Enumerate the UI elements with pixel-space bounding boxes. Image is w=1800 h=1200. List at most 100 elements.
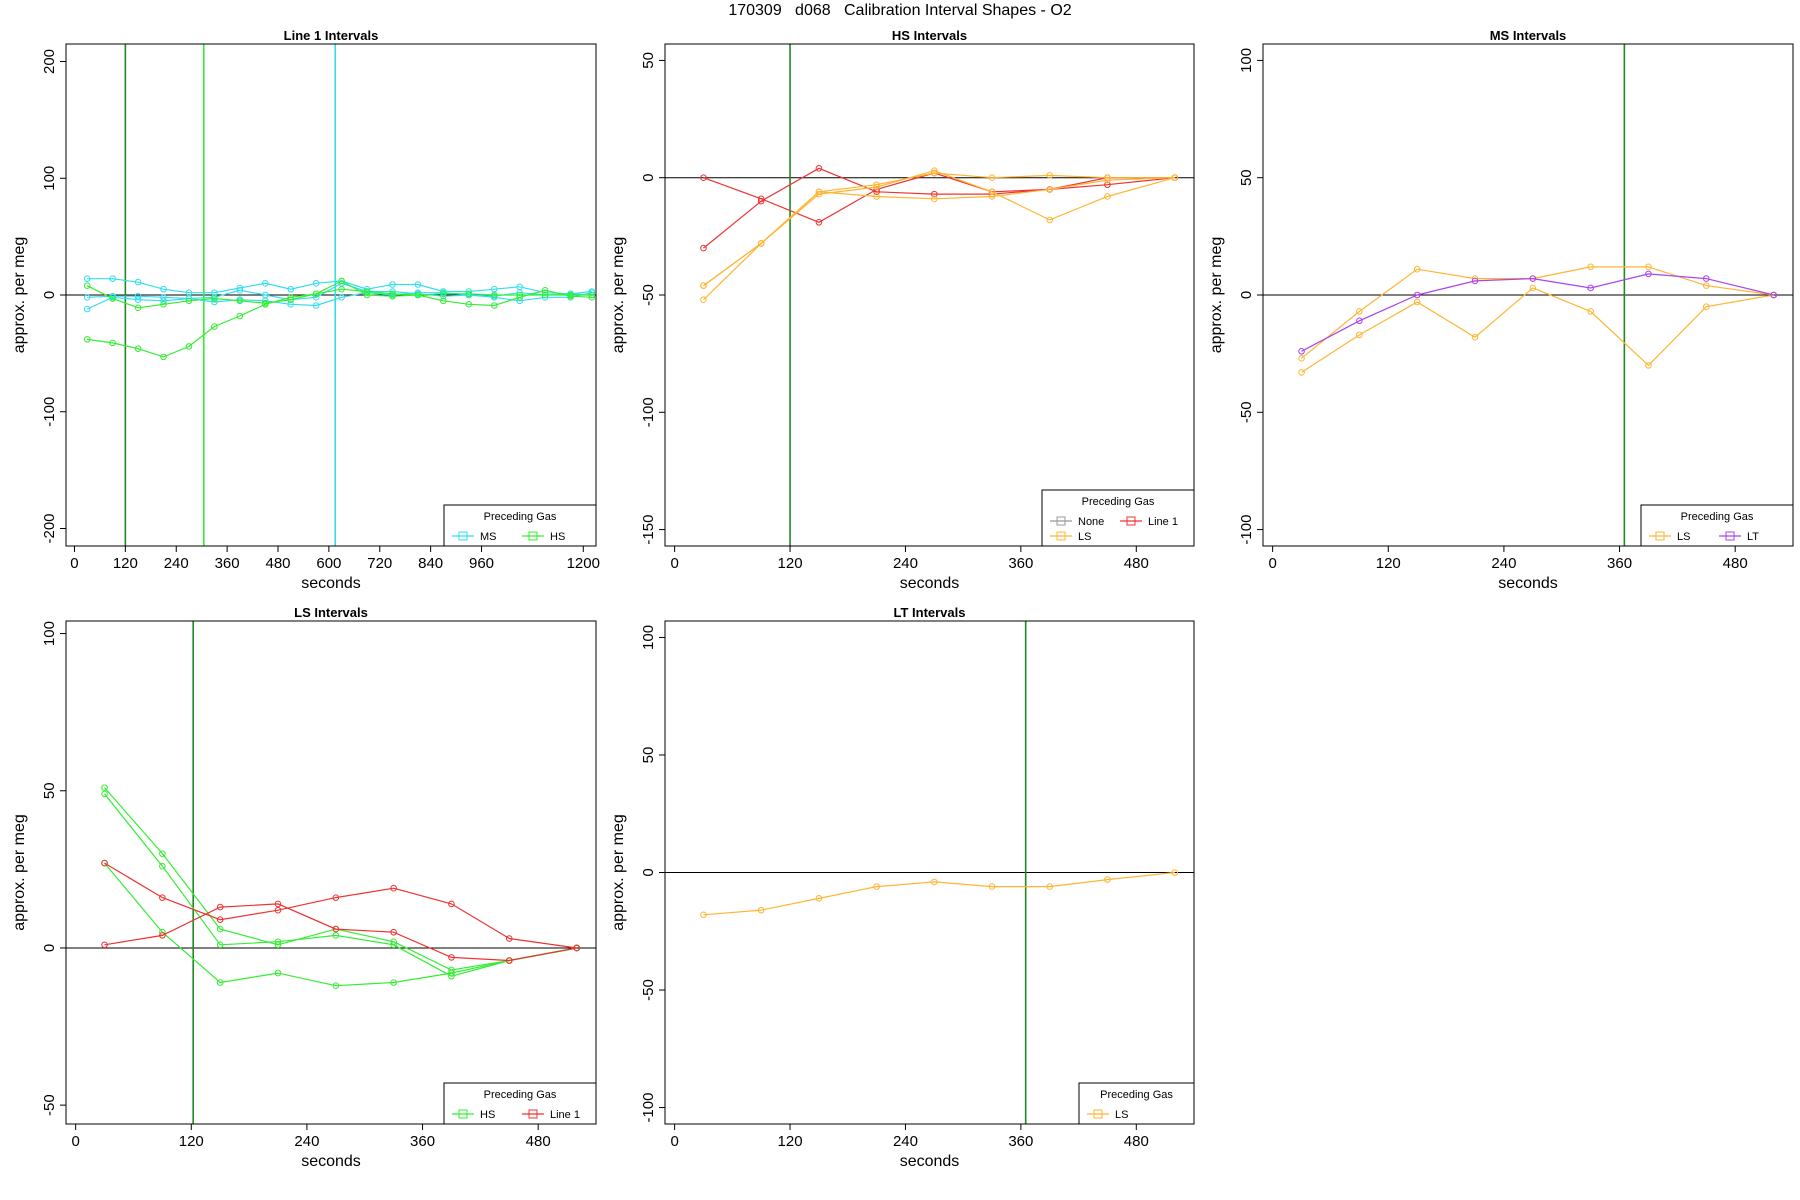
data-point [988, 883, 996, 890]
data-point [1702, 275, 1710, 282]
data-point [261, 280, 269, 287]
data-point [261, 291, 269, 299]
series-line-ls [703, 170, 1175, 301]
y-axis-label: approx. per meg [610, 237, 627, 354]
data-point [1356, 317, 1363, 325]
x-tick-label: 480 [265, 555, 290, 572]
x-tick-label: 360 [1008, 555, 1033, 572]
data-point [134, 345, 142, 353]
data-point [1046, 172, 1054, 179]
data-point [490, 302, 498, 309]
legend-label: LS [1115, 1109, 1128, 1121]
data-point [332, 925, 340, 933]
data-point [567, 292, 574, 300]
data-point [757, 197, 765, 205]
data-point [338, 277, 345, 285]
data-point [338, 285, 345, 293]
data-point [389, 281, 396, 288]
data-point [159, 862, 166, 870]
x-tick-label: 0 [70, 555, 78, 572]
data-point [160, 285, 167, 293]
x-tick-label: 120 [1376, 555, 1401, 572]
data-point [274, 900, 282, 908]
x-tick-label: 360 [410, 1133, 435, 1150]
data-point [363, 291, 371, 299]
data-point [1104, 181, 1111, 189]
data-point [83, 275, 91, 282]
legend-swatch-marker [1655, 531, 1665, 541]
data-point [440, 290, 447, 298]
x-tick-label: 0 [71, 1133, 79, 1150]
x-tick-label: 0 [670, 555, 678, 572]
y-tick-label: 0 [640, 868, 657, 876]
y-tick-label: -50 [41, 1094, 58, 1116]
x-axis-label: seconds [900, 1153, 960, 1170]
series-line-hs [104, 862, 577, 987]
data-point [1171, 869, 1179, 876]
data-point [1171, 174, 1179, 182]
x-tick-label: 720 [367, 555, 392, 572]
data-point [389, 292, 396, 300]
series-line-lt [1301, 273, 1774, 352]
data-point [505, 957, 513, 964]
y-tick-label: 200 [41, 49, 58, 74]
panel-2: HS Intervals 0 120 240 360 480 seconds -150 -100… [610, 28, 1195, 592]
data-point [83, 282, 91, 289]
data-point [83, 336, 91, 343]
panel-title: MS Intervals [1490, 28, 1567, 43]
data-point [1587, 263, 1594, 271]
panel-1: Line 1 Intervals 0 120 240 360 480 600 720 840 96… [11, 28, 600, 592]
data-point [700, 174, 707, 182]
x-tick-label: 360 [215, 555, 240, 572]
data-point [211, 323, 218, 330]
series-line-ls [703, 172, 1175, 287]
data-point [1104, 174, 1111, 182]
series-line-hs [86, 280, 592, 309]
data-point [414, 291, 422, 299]
data-point [815, 188, 823, 196]
data-point [211, 298, 218, 306]
y-tick-label: 0 [640, 174, 657, 182]
x-tick-label: 240 [893, 555, 918, 572]
data-point [1529, 275, 1537, 282]
y-axis-label: approx. per meg [11, 814, 28, 931]
data-point [312, 280, 320, 287]
data-point [448, 954, 455, 961]
data-point [134, 304, 142, 312]
data-point [287, 296, 295, 303]
data-point [757, 240, 765, 247]
data-point [134, 292, 142, 300]
data-point [159, 850, 166, 857]
data-point [700, 296, 707, 303]
x-tick-label: 480 [1124, 1133, 1149, 1150]
legend-swatch-marker [1126, 516, 1136, 526]
x-tick-label: 480 [1723, 555, 1748, 572]
y-tick-label: 0 [41, 291, 58, 299]
data-point [1645, 263, 1652, 271]
y-tick-label: -100 [640, 1093, 657, 1123]
x-axis-label: seconds [900, 575, 960, 592]
legend-label: HS [550, 531, 565, 543]
legend-box [1640, 504, 1794, 547]
data-point [1356, 308, 1363, 315]
data-point [988, 193, 996, 200]
data-point [332, 982, 340, 989]
legend-label: LS [1078, 531, 1091, 543]
legend-label: LT [1747, 531, 1759, 543]
data-point [1356, 331, 1363, 339]
panel-title: LT Intervals [893, 605, 965, 620]
data-point [160, 301, 167, 308]
data-point [1046, 216, 1054, 224]
data-point [1104, 876, 1111, 883]
data-point [1770, 291, 1778, 299]
data-point [261, 299, 269, 307]
data-point [83, 305, 91, 313]
legend: Preceding Gas MS HS [443, 504, 597, 547]
data-point [159, 932, 166, 939]
legend-swatch-marker [458, 531, 468, 541]
data-point [390, 884, 397, 892]
data-point [216, 941, 224, 949]
data-point [490, 291, 498, 299]
data-point [1587, 308, 1594, 315]
